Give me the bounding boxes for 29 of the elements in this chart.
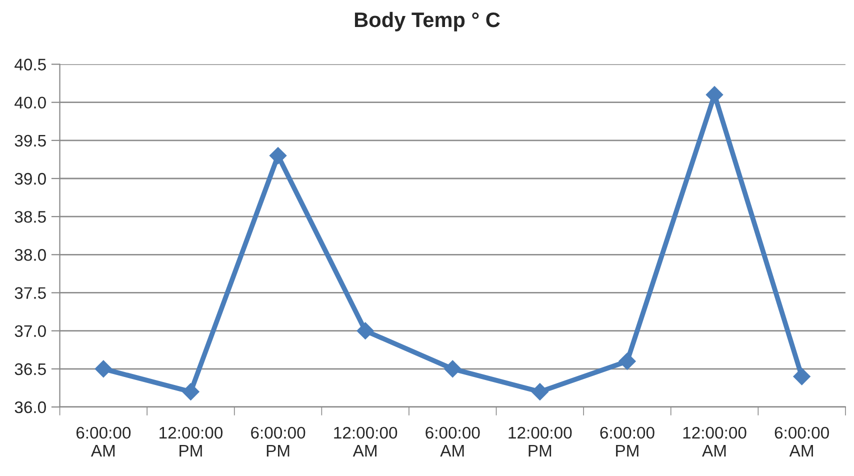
point [618,352,636,370]
chart-title: Body Temp ° C [354,12,500,32]
point [94,360,112,378]
y-tick-label: 39.5 [14,134,46,147]
y-tick-label: 36.0 [14,401,46,414]
point [444,360,462,378]
point [706,86,724,104]
x-tick-label: 12:00:00 AM [683,426,746,456]
x-tick-label: 6:00:00 AM [774,426,829,456]
x-tick-label: 12:00:00 PM [160,426,223,456]
point [792,368,811,386]
x-tick-label: 6:00:00 AM [426,426,480,456]
point [269,146,287,164]
point [531,382,549,401]
x-tick-label: 6:00:00 PM [251,426,306,456]
point [182,382,200,401]
y-tick-label: 40.5 [14,58,46,70]
x-tick-label: 6:00:00 PM [600,426,654,456]
y-tick-label: 37.0 [14,325,46,338]
x-tick-label: 12:00:00 AM [334,426,398,456]
y-tick-label: 40.0 [14,96,46,109]
point [356,322,374,340]
y-tick-label: 36.5 [14,363,46,376]
y-tick-label: 39.0 [14,172,46,185]
y-tick-label: 37.5 [14,287,46,299]
y-tick-label: 38.5 [14,210,46,223]
x-tick-label: 12:00:00 PM [508,426,572,456]
y-tick-label: 38.0 [14,249,46,261]
x-tick-label: 6:00:00 AM [76,426,131,456]
